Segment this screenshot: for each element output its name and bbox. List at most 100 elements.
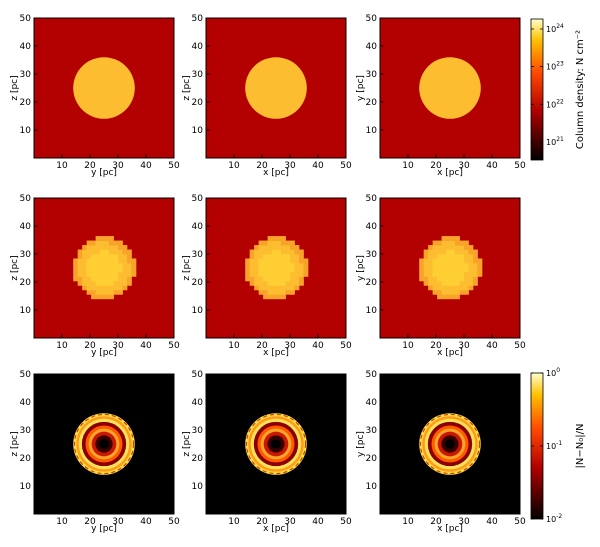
x-tick-label: 20 [84,517,96,527]
y-tick-label: 40 [20,42,32,52]
density-cell [82,271,88,277]
density-cell [86,254,92,259]
colorbar-2: 100 10-1 10-2 |N−N₀|/N [530,367,586,524]
density-cell [428,280,434,286]
density-cell [281,289,286,295]
density-cell [272,258,277,264]
density-cell [267,240,273,246]
density-cell [113,276,119,282]
x-tick-label: 40 [486,517,498,527]
density-cell [441,240,447,246]
density-cell [118,262,123,268]
density-cell [437,249,442,255]
density-cell [419,267,425,273]
density-cell [113,280,119,286]
density-cell [464,285,469,291]
density-cell [468,249,474,255]
density-cell [290,262,295,268]
y-axis-label: z [pc] [10,75,20,100]
density-cell [290,276,295,282]
colorbar-tick-label: 1024 [546,23,564,34]
density-cell [455,258,460,264]
density-cell [281,249,286,255]
density-cell [428,267,434,273]
density-cell [437,294,442,300]
density-cell [446,280,451,286]
density-cell [432,262,438,268]
density-cell [258,289,264,295]
density-cell [249,262,255,268]
y-tick-label: 20 [192,278,204,288]
y-tick-label: 30 [20,250,32,260]
panel-grid: 10 20 30 40 50 10 20 30 40 50 y [pc] z [pc] 10 20 30 40… [10,14,526,534]
density-cell [91,240,96,246]
density-cell [104,289,110,295]
y-axis-label: y [pc] [356,75,366,101]
density-cell [472,267,478,273]
density-cell [95,280,101,286]
density-cell [441,285,447,291]
density-cell [91,280,96,286]
density-cell [104,262,110,268]
density-cell [455,267,460,273]
density-cell [113,262,119,268]
x-tick-label: 20 [430,161,442,171]
density-cell [104,258,110,264]
density-cell [86,249,92,255]
density-cell [100,271,105,277]
density-cell [254,280,260,286]
density-cell [477,271,483,277]
density-cell [267,249,273,255]
density-cell [281,258,286,264]
density-cell [446,254,451,259]
density-cell [249,258,255,264]
density-cell [109,267,114,273]
density-cell [95,254,101,259]
colorbar-tick-label: 1021 [546,136,564,147]
density-cell [285,245,291,250]
density-cell [82,245,88,250]
density-cell [437,254,442,259]
density-cell [464,276,469,282]
density-cell [109,240,114,246]
density-cell [281,285,286,291]
density-cell [446,236,451,241]
density-cell [126,258,132,264]
density-cell [441,276,447,282]
density-cell [459,249,465,255]
y-tick-label: 10 [366,306,378,316]
density-cell [285,254,291,259]
x-tick-label: 40 [486,341,498,351]
density-cell [77,267,83,273]
density-cell [455,271,460,277]
density-cell [73,267,79,273]
density-cell [464,254,469,259]
density-cell [91,249,96,255]
panel-frame [379,373,521,515]
density-cell [95,294,101,300]
x-tick-label: 20 [256,341,268,351]
density-cell [272,254,277,259]
density-cell [472,280,478,286]
density-cell [82,249,88,255]
density-cell [477,267,483,273]
density-cell [73,271,79,277]
y-tick-label: 10 [20,482,32,492]
density-cell [82,254,88,259]
panel-r2-c1: 10 20 30 40 50 10 20 30 40 50 y [pc] z [pc] [10,194,180,358]
panel-r3-c3: 10 20 30 40 50 10 20 30 40 50 x [pc] y [pc] [356,370,526,534]
density-cell [441,245,447,250]
density-cell [245,267,251,273]
density-cell [472,249,478,255]
density-cell [272,285,277,291]
density-cell [455,294,460,300]
density-cell [91,276,96,282]
density-cell [91,294,96,300]
density-cell [446,245,451,250]
density-cell [303,262,309,268]
density-cell [281,276,286,282]
density-cell [477,262,483,268]
density-cell [459,285,465,291]
y-tick-label: 10 [20,126,32,136]
edge-artifact-ring [73,413,135,475]
